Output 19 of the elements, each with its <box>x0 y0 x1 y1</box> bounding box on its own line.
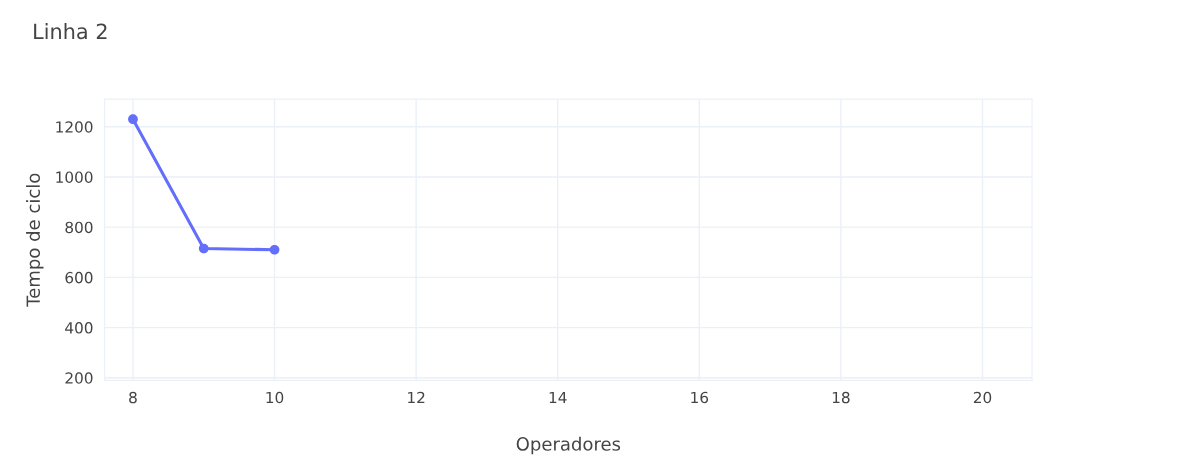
y-tick-label: 800 <box>65 221 93 234</box>
y-tick-label: 400 <box>65 322 93 334</box>
x-tick-label: 14 <box>549 391 567 404</box>
x-axis-title: Operadores <box>516 436 621 455</box>
y-tick-label: 1000 <box>56 171 93 183</box>
point <box>269 244 280 255</box>
x-tick-label: 16 <box>691 391 709 404</box>
y-axis-title: Tempo de ciclo <box>26 173 44 307</box>
y-tick-label: 1200 <box>56 121 93 133</box>
point <box>198 243 209 254</box>
x-tick-label: 20 <box>973 391 992 404</box>
x-tick-label: 10 <box>266 391 284 404</box>
point <box>128 114 138 125</box>
chart-title: Linha 2 <box>34 23 107 40</box>
y-tick-label: 200 <box>65 372 93 384</box>
x-tick-label: 18 <box>832 391 850 404</box>
y-tick-label: 600 <box>65 271 93 284</box>
x-tick-label: 12 <box>408 391 425 404</box>
x-tick-label: 8 <box>129 391 137 404</box>
